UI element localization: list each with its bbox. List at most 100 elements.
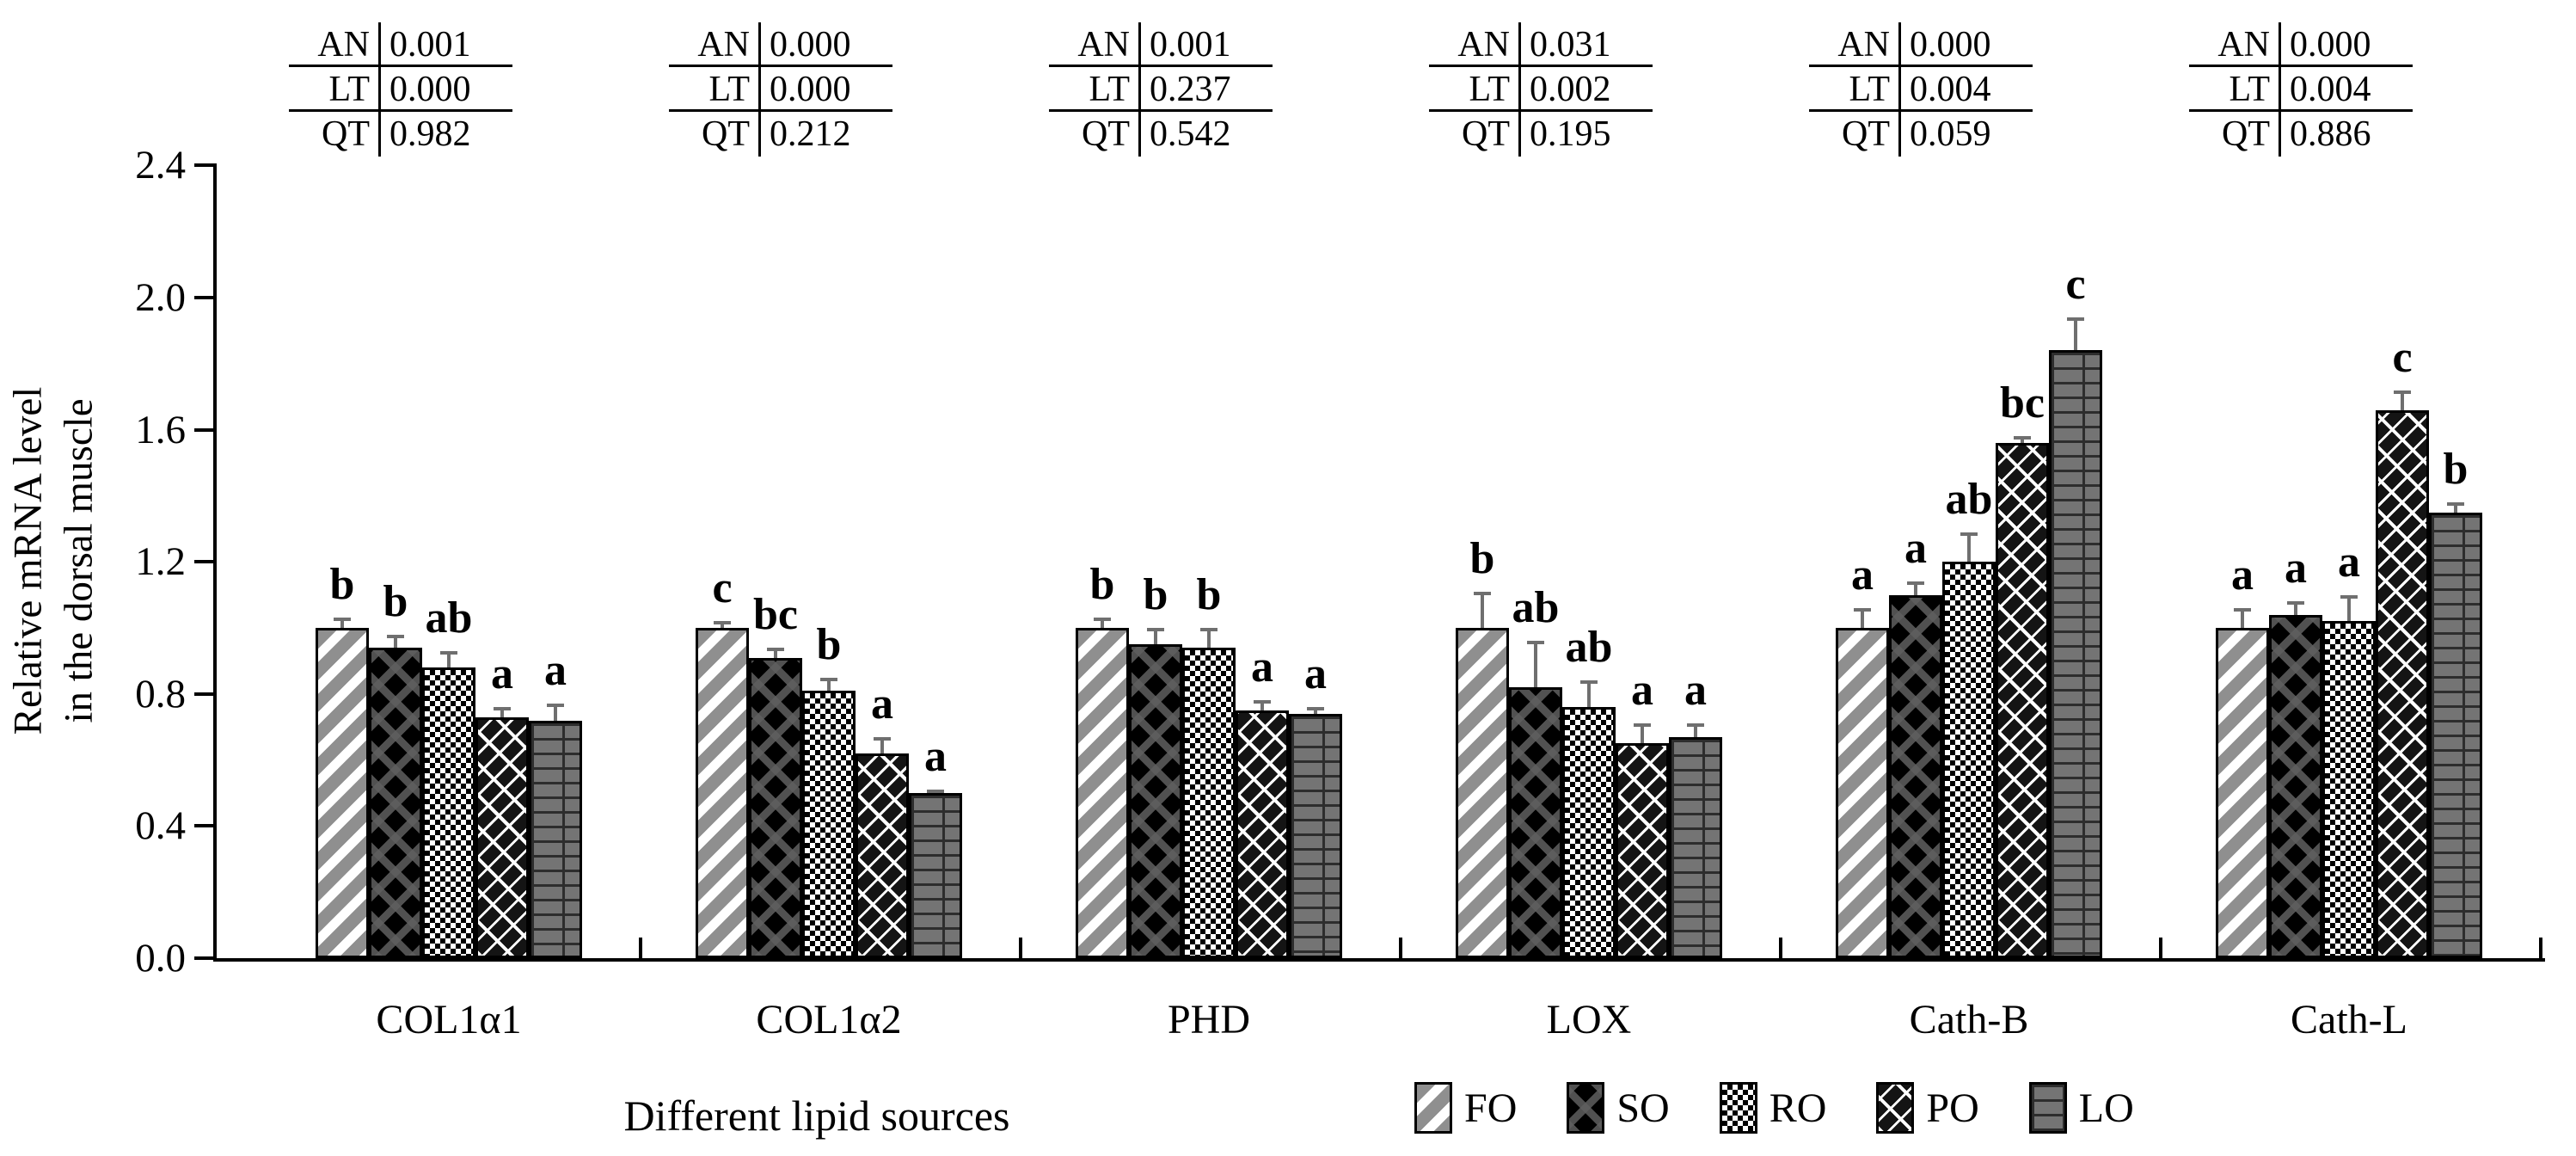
- legend-swatch-RO: [1719, 1082, 1757, 1134]
- legend-swatch-LO: [2028, 1082, 2067, 1134]
- stats-row-label: QT: [2222, 114, 2270, 154]
- significance-letter-Cath-L-SO: a: [2285, 544, 2307, 593]
- y-axis-tick: [194, 427, 213, 432]
- error-bar-COL1α2-RO: [820, 677, 837, 692]
- bar-COL1α2-FO: [696, 628, 749, 958]
- error-bar-LOX-FO: [1474, 591, 1491, 629]
- stats-row-label: AN: [1809, 22, 1898, 67]
- bar-PHD-PO: [1236, 710, 1289, 958]
- error-bar-LOX-RO: [1580, 680, 1598, 707]
- stats-row-label: LT: [1429, 67, 1518, 112]
- bar-COL1α1-LO: [529, 720, 582, 958]
- bar-COL1α1-RO: [422, 667, 475, 958]
- x-axis-group-tick: [639, 938, 642, 958]
- y-axis-tick: [194, 824, 213, 828]
- stats-table-LOX: AN 0.031 LT 0.002 QT 0.195: [1429, 22, 1653, 157]
- error-bar-PHD-PO: [1254, 700, 1271, 710]
- legend-item-PO: PO: [1876, 1082, 1979, 1134]
- stats-row-value: 0.004: [2279, 67, 2413, 112]
- stats-row-label: LT: [1049, 67, 1138, 112]
- stats-row-value: 0.195: [1518, 112, 1653, 157]
- stats-row-label: AN: [669, 22, 758, 67]
- legend-item-RO: RO: [1719, 1082, 1826, 1134]
- stats-row-value: 0.000: [2279, 22, 2413, 67]
- bar-LOX-PO: [1616, 743, 1669, 958]
- stats-table-Cath-L: AN 0.000 LT 0.004 QT 0.886: [2189, 22, 2413, 157]
- x-axis-group-tick: [2159, 938, 2162, 958]
- significance-letter-Cath-B-SO: a: [1904, 524, 1927, 574]
- bar-COL1α1-PO: [475, 716, 529, 958]
- legend-swatch-PO: [1876, 1082, 1915, 1134]
- significance-letter-PHD-PO: a: [1251, 643, 1273, 692]
- y-axis-tick-label: 0.0: [135, 936, 186, 981]
- legend-swatch-FO: [1414, 1082, 1452, 1134]
- stats-table-COL1α2: AN 0.000 LT 0.000 QT 0.212: [669, 22, 892, 157]
- stats-row-label: QT: [322, 114, 370, 154]
- stats-table-PHD: AN 0.001 LT 0.237 QT 0.542: [1049, 22, 1273, 157]
- y-axis-tick: [194, 560, 213, 564]
- significance-letter-COL1α1-FO: b: [329, 560, 355, 610]
- category-label-Cath-L: Cath-L: [2291, 997, 2407, 1042]
- significance-letter-COL1α2-LO: a: [924, 732, 947, 782]
- significance-letter-COL1α2-RO: b: [816, 619, 842, 669]
- significance-letter-PHD-RO: b: [1196, 570, 1222, 619]
- bar-Cath-B-RO: [1942, 562, 1996, 958]
- error-bar-COL1α1-RO: [440, 650, 457, 668]
- y-axis-line: [213, 163, 217, 962]
- stats-table-Cath-B: AN 0.000 LT 0.004 QT 0.059: [1809, 22, 2033, 157]
- significance-letter-COL1α2-SO: bc: [753, 590, 798, 640]
- bar-COL1α1-FO: [316, 628, 369, 958]
- stats-row-label: QT: [702, 114, 750, 154]
- legend-item-FO: FO: [1414, 1082, 1517, 1134]
- bar-Cath-L-PO: [2376, 409, 2429, 958]
- stats-row-label: AN: [1429, 22, 1518, 67]
- stats-row-value: 0.000: [758, 67, 892, 112]
- error-bar-Cath-L-PO: [2394, 390, 2411, 410]
- error-bar-Cath-B-RO: [1960, 532, 1978, 563]
- category-label-COL1α1: COL1α1: [376, 997, 522, 1042]
- legend-label-FO: FO: [1464, 1085, 1518, 1131]
- stats-row-label: LT: [1809, 67, 1898, 112]
- error-bar-COL1α1-LO: [547, 704, 564, 721]
- error-bar-Cath-B-FO: [1854, 607, 1871, 629]
- legend-swatch-SO: [1567, 1082, 1605, 1134]
- y-axis-tick-label: 0.8: [135, 671, 186, 716]
- significance-letter-Cath-L-LO: b: [2443, 445, 2469, 495]
- stats-row-value: 0.000: [758, 22, 892, 67]
- y-axis-tick-label: 2.4: [135, 143, 186, 188]
- y-axis-tick-label: 1.2: [135, 539, 186, 585]
- error-bar-PHD-RO: [1200, 628, 1217, 649]
- y-axis-tick-label: 2.0: [135, 275, 186, 320]
- y-axis-tick-label: 1.6: [135, 407, 186, 452]
- significance-letter-COL1α2-FO: c: [712, 563, 733, 613]
- bar-Cath-L-RO: [2322, 621, 2376, 958]
- error-bar-COL1α2-LO: [927, 790, 944, 793]
- stats-row-value: 0.000: [378, 67, 512, 112]
- x-axis-title: Different lipid sources: [623, 1091, 1010, 1140]
- significance-letter-PHD-FO: b: [1089, 560, 1115, 610]
- stats-row-value: 0.000: [1898, 22, 2033, 67]
- bar-Cath-L-LO: [2429, 512, 2482, 958]
- bar-PHD-RO: [1182, 648, 1236, 958]
- stats-row-value: 0.002: [1518, 67, 1653, 112]
- category-label-Cath-B: Cath-B: [1909, 997, 2029, 1042]
- error-bar-Cath-L-FO: [2234, 607, 2251, 629]
- legend-item-SO: SO: [1567, 1082, 1670, 1134]
- significance-letter-Cath-B-LO: c: [2065, 260, 2086, 310]
- bar-LOX-LO: [1669, 736, 1722, 958]
- significance-letter-PHD-LO: a: [1304, 649, 1327, 699]
- category-label-COL1α2: COL1α2: [756, 997, 902, 1042]
- stats-row-label: LT: [669, 67, 758, 112]
- significance-letter-COL1α1-PO: a: [491, 649, 513, 699]
- legend-label-PO: PO: [1926, 1085, 1979, 1131]
- significance-letter-Cath-L-RO: a: [2338, 537, 2360, 587]
- error-bar-Cath-B-LO: [2067, 317, 2084, 351]
- error-bar-COL1α2-PO: [874, 736, 891, 754]
- stats-row-value: 0.237: [1138, 67, 1273, 112]
- stats-row-label: QT: [1462, 114, 1510, 154]
- stats-row-label: AN: [289, 22, 378, 67]
- x-axis-group-tick: [1399, 938, 1402, 958]
- stats-table-COL1α1: AN 0.001 LT 0.000 QT 0.982: [289, 22, 512, 157]
- error-bar-Cath-L-RO: [2340, 594, 2358, 622]
- error-bar-LOX-SO: [1527, 641, 1544, 687]
